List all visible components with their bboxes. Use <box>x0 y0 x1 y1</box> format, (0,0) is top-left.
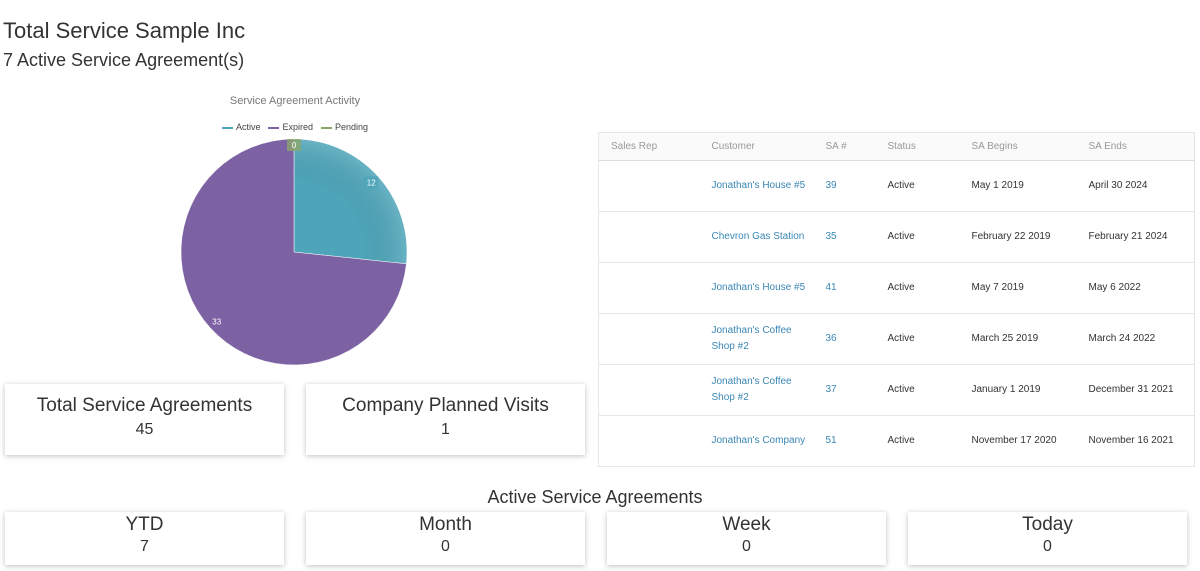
customer-link[interactable]: Jonathan's House #5 <box>711 180 806 191</box>
sa-begins-cell: May 7 2019 <box>959 262 1077 314</box>
card-value: 1 <box>441 421 450 438</box>
sa-ends-cell: December 31 2021 <box>1076 364 1195 416</box>
customer-link[interactable]: Jonathan's Company <box>711 435 806 446</box>
period-card-ytd: YTD 7 <box>5 512 284 565</box>
data-label-bg <box>209 315 224 328</box>
sales-rep-cell <box>598 313 700 365</box>
page-title: Total Service Sample Inc <box>3 18 246 43</box>
col-sa-number[interactable]: SA # <box>813 132 876 161</box>
col-status[interactable]: Status <box>875 132 960 161</box>
period-label: YTD <box>125 514 164 535</box>
active-section-title: Active Service Agreements <box>487 487 703 507</box>
period-value: 0 <box>1043 538 1052 555</box>
col-sa-ends[interactable]: SA Ends <box>1076 132 1195 161</box>
table-row: Jonathan's House #5 39 Active May 1 2019… <box>598 160 1195 212</box>
sa-ends-cell: November 16 2021 <box>1076 415 1195 467</box>
sa-number-link[interactable]: 41 <box>825 282 837 293</box>
legend-item-expired[interactable]: Expired <box>268 122 313 132</box>
sa-ends-cell: April 30 2024 <box>1076 160 1195 212</box>
sa-begins-cell: March 25 2019 <box>959 313 1077 365</box>
customer-link[interactable]: Jonathan's Coffee Shop #2 <box>711 325 792 352</box>
data-label-active: 12 <box>367 178 376 187</box>
sa-ends-cell: March 24 2022 <box>1076 313 1195 365</box>
sa-begins-cell: January 1 2019 <box>959 364 1077 416</box>
sales-rep-cell <box>598 364 700 416</box>
sa-begins-cell: November 17 2020 <box>959 415 1077 467</box>
period-card-today: Today 0 <box>908 512 1187 565</box>
table-row: Jonathan's Company 51 Active November 17… <box>598 415 1195 467</box>
table-row: Jonathan's House #5 41 Active May 7 2019… <box>598 262 1195 314</box>
status-cell: Active <box>875 364 960 416</box>
pie-slice-active[interactable] <box>293 138 408 265</box>
legend-label: Expired <box>282 122 313 132</box>
status-cell: Active <box>875 160 960 212</box>
legend-label: Active <box>235 122 261 132</box>
card-label: Company Planned Visits <box>342 395 549 416</box>
chart-title: Service Agreement Activity <box>229 95 361 107</box>
col-sales-rep[interactable]: Sales Rep <box>598 132 700 161</box>
sales-rep-cell <box>598 415 700 467</box>
planned-visits-card: Company Planned Visits 1 <box>306 384 585 455</box>
status-cell: Active <box>875 313 960 365</box>
sa-number-link[interactable]: 37 <box>825 384 837 395</box>
period-label: Today <box>1022 514 1073 535</box>
sa-number-link[interactable]: 39 <box>825 180 837 191</box>
status-cell: Active <box>875 415 960 467</box>
sa-begins-cell: May 1 2019 <box>959 160 1077 212</box>
col-sa-begins[interactable]: SA Begins <box>959 132 1077 161</box>
data-label-bg <box>287 139 301 151</box>
period-card-week: Week 0 <box>607 512 886 565</box>
sales-rep-cell <box>598 211 700 263</box>
legend-label: Pending <box>335 122 369 132</box>
sa-ends-cell: May 6 2022 <box>1076 262 1195 314</box>
legend-swatch <box>221 126 233 129</box>
period-value: 0 <box>742 538 751 555</box>
sales-rep-cell <box>598 160 700 212</box>
legend-swatch <box>321 126 332 129</box>
period-value: 0 <box>441 538 450 555</box>
customer-link[interactable]: Chevron Gas Station <box>711 231 805 242</box>
customer-link[interactable]: Jonathan's House #5 <box>711 282 806 293</box>
total-agreements-card: Total Service Agreements 45 <box>5 384 284 455</box>
sa-number-link[interactable]: 35 <box>825 231 837 242</box>
data-label-pending: 0 <box>292 141 297 150</box>
sa-begins-cell: February 22 2019 <box>959 211 1077 263</box>
table-row: Chevron Gas Station 35 Active February 2… <box>598 211 1195 263</box>
table-row: Jonathan's Coffee Shop #2 36 Active Marc… <box>598 313 1195 365</box>
sa-number-link[interactable]: 36 <box>825 333 837 344</box>
page-subtitle: 7 Active Service Agreement(s) <box>3 50 245 70</box>
data-label-bg <box>364 176 379 189</box>
pie-chart: 12 33 0 <box>180 138 408 366</box>
chart-legend: Active Expired Pending <box>180 122 410 132</box>
status-cell: Active <box>875 211 960 263</box>
status-cell: Active <box>875 262 960 314</box>
card-value: 45 <box>135 421 154 438</box>
table-header-row: Sales Rep Customer SA # Status SA Begins… <box>598 132 1195 161</box>
period-value: 7 <box>140 538 149 555</box>
table-row: Jonathan's Coffee Shop #2 37 Active Janu… <box>598 364 1195 416</box>
period-card-month: Month 0 <box>306 512 585 565</box>
legend-swatch <box>268 126 280 129</box>
customer-link[interactable]: Jonathan's Coffee Shop #2 <box>711 376 792 403</box>
agreements-table: Sales Rep Customer SA # Status SA Begins… <box>598 132 1195 467</box>
legend-item-pending[interactable]: Pending <box>321 122 368 132</box>
col-customer[interactable]: Customer <box>699 132 814 161</box>
data-label-expired: 33 <box>212 318 221 327</box>
period-label: Month <box>419 514 472 535</box>
sa-number-link[interactable]: 51 <box>825 435 837 446</box>
card-label: Total Service Agreements <box>36 395 253 416</box>
period-label: Week <box>722 514 771 535</box>
sa-ends-cell: February 21 2024 <box>1076 211 1195 263</box>
sales-rep-cell <box>598 262 700 314</box>
legend-item-active[interactable]: Active <box>221 122 261 132</box>
